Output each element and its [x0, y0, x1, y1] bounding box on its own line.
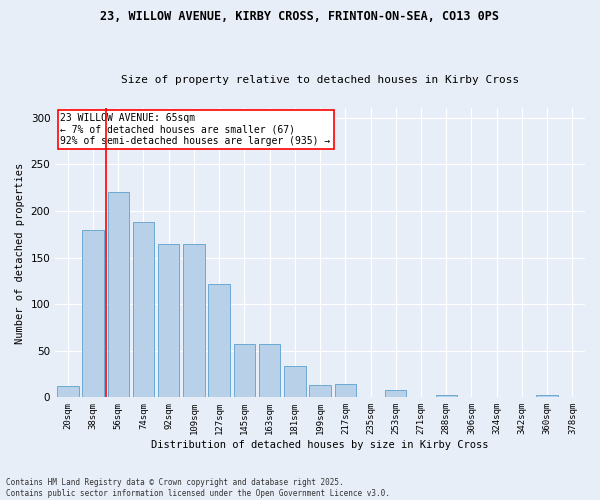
Bar [536, 396, 558, 398]
Title: Size of property relative to detached houses in Kirby Cross: Size of property relative to detached ho… [121, 76, 519, 86]
Bar [335, 384, 356, 398]
X-axis label: Distribution of detached houses by size in Kirby Cross: Distribution of detached houses by size … [151, 440, 489, 450]
Bar [259, 344, 280, 398]
Bar [385, 390, 406, 398]
Bar [436, 396, 457, 398]
Text: 23, WILLOW AVENUE, KIRBY CROSS, FRINTON-ON-SEA, CO13 0PS: 23, WILLOW AVENUE, KIRBY CROSS, FRINTON-… [101, 10, 499, 23]
Y-axis label: Number of detached properties: Number of detached properties [15, 162, 25, 344]
Bar [133, 222, 154, 398]
Bar [284, 366, 305, 398]
Bar [82, 230, 104, 398]
Bar [208, 284, 230, 398]
Text: Contains HM Land Registry data © Crown copyright and database right 2025.
Contai: Contains HM Land Registry data © Crown c… [6, 478, 390, 498]
Bar [107, 192, 129, 398]
Text: 23 WILLOW AVENUE: 65sqm
← 7% of detached houses are smaller (67)
92% of semi-det: 23 WILLOW AVENUE: 65sqm ← 7% of detached… [61, 113, 331, 146]
Bar [158, 244, 179, 398]
Bar [310, 385, 331, 398]
Bar [233, 344, 255, 398]
Bar [183, 244, 205, 398]
Bar [57, 386, 79, 398]
